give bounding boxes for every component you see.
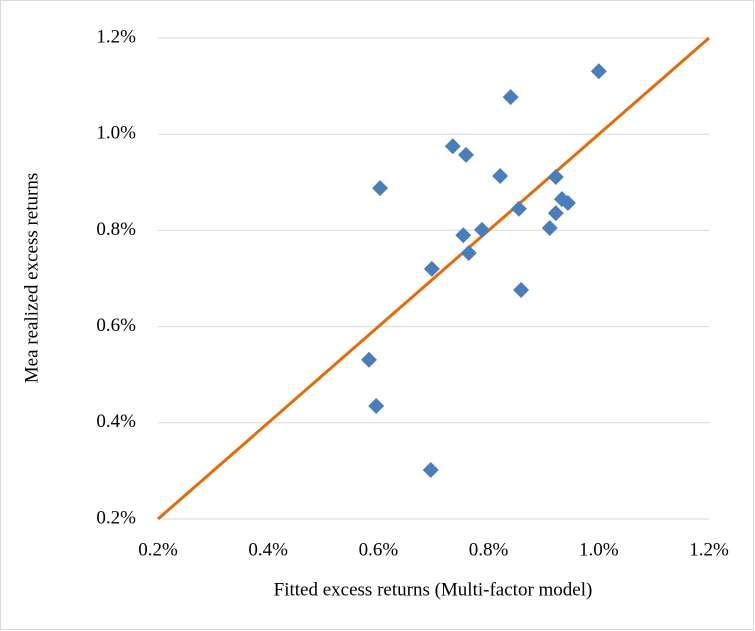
data-point bbox=[541, 219, 558, 236]
data-point bbox=[372, 180, 389, 197]
data-point bbox=[458, 146, 475, 163]
x-tick-label: 1.2% bbox=[689, 539, 729, 560]
data-point bbox=[590, 63, 607, 80]
data-point bbox=[361, 351, 378, 368]
data-point bbox=[460, 245, 477, 262]
data-point bbox=[513, 282, 530, 299]
data-point bbox=[492, 168, 509, 185]
data-point bbox=[547, 169, 564, 186]
y-axis-label: Mea realized excess returns bbox=[21, 173, 42, 383]
x-tick-label: 0.8% bbox=[469, 539, 509, 560]
y-tick-label: 0.6% bbox=[96, 315, 136, 336]
data-point bbox=[455, 227, 472, 244]
x-tick-label: 0.6% bbox=[359, 539, 399, 560]
y-tick-label: 0.2% bbox=[96, 507, 136, 528]
data-point bbox=[473, 221, 490, 238]
data-point bbox=[423, 260, 440, 277]
fit-line bbox=[157, 36, 710, 521]
data-point bbox=[444, 138, 461, 155]
y-tick-label: 1.2% bbox=[96, 26, 136, 47]
y-tick-label: 0.4% bbox=[96, 411, 136, 432]
data-point bbox=[368, 397, 385, 414]
data-point bbox=[547, 205, 564, 222]
data-point bbox=[422, 461, 439, 478]
x-tick-label: 1.0% bbox=[579, 539, 619, 560]
data-point bbox=[502, 89, 519, 106]
x-axis-label: Fitted excess returns (Multi-factor mode… bbox=[274, 579, 593, 600]
y-tick-label: 0.8% bbox=[96, 219, 136, 240]
data-point bbox=[510, 200, 527, 217]
data-point bbox=[559, 194, 576, 211]
x-tick-label: 0.2% bbox=[138, 539, 178, 560]
x-tick-label: 0.4% bbox=[248, 539, 288, 560]
y-tick-label: 1.0% bbox=[96, 123, 136, 144]
